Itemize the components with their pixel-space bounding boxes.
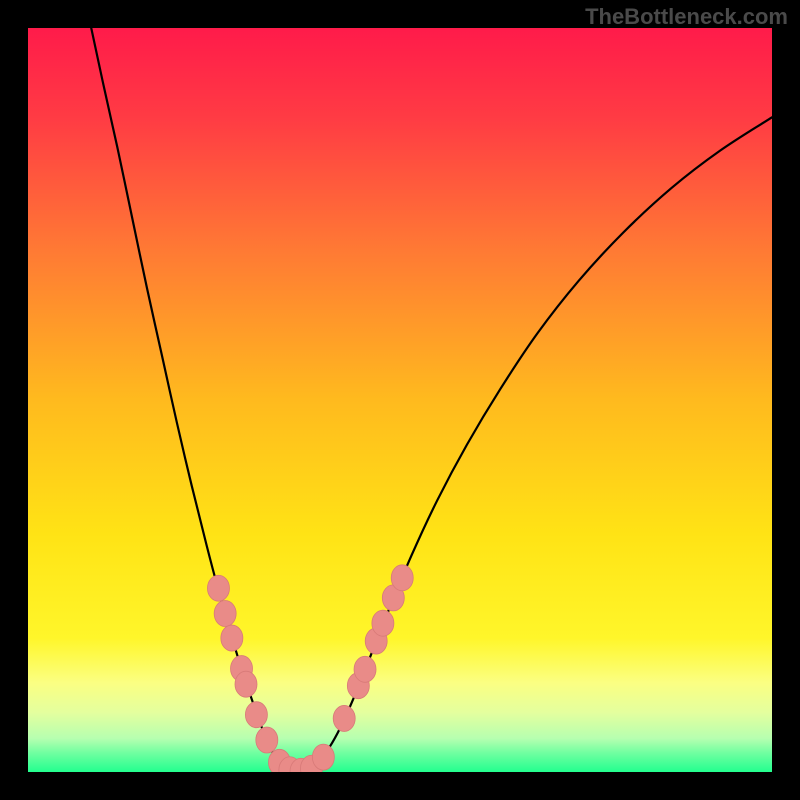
gradient-background: [28, 28, 772, 772]
marker-point: [235, 671, 257, 697]
marker-point: [256, 727, 278, 753]
marker-point: [312, 744, 334, 770]
bottleneck-chart: [0, 0, 800, 800]
chart-container: TheBottleneck.com: [0, 0, 800, 800]
marker-point: [391, 565, 413, 591]
marker-point: [354, 656, 376, 682]
marker-point: [221, 625, 243, 651]
watermark-text: TheBottleneck.com: [585, 4, 788, 30]
marker-point: [207, 575, 229, 601]
marker-point: [214, 601, 236, 627]
marker-point: [333, 705, 355, 731]
marker-point: [245, 702, 267, 728]
marker-point: [372, 610, 394, 636]
